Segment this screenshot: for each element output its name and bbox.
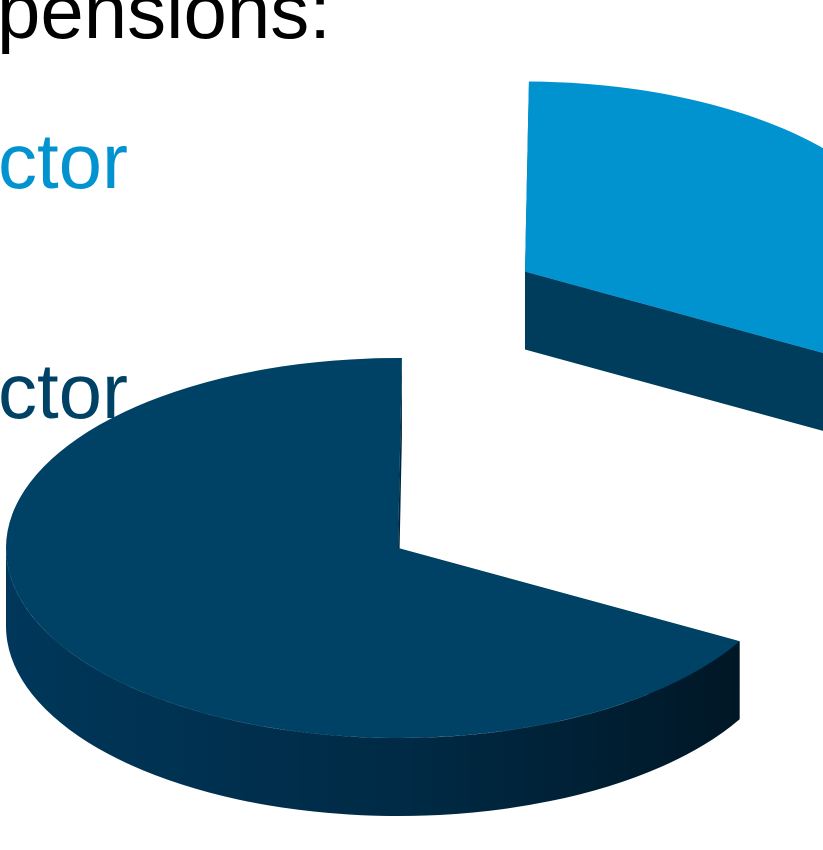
pie-slice-2-top (6, 358, 740, 738)
slice-label-1: ctor (0, 117, 129, 205)
pie-slice-2 (6, 358, 740, 817)
pie-slice-1-top (524, 81, 823, 353)
slice-label-2: ctor (0, 347, 129, 435)
pie-slice-2-rim-1 (6, 548, 740, 817)
pie-slice-1 (524, 81, 823, 431)
chart-title-fragment: pensions: (0, 0, 331, 55)
pie-slice-1-wall-2 (524, 271, 823, 431)
